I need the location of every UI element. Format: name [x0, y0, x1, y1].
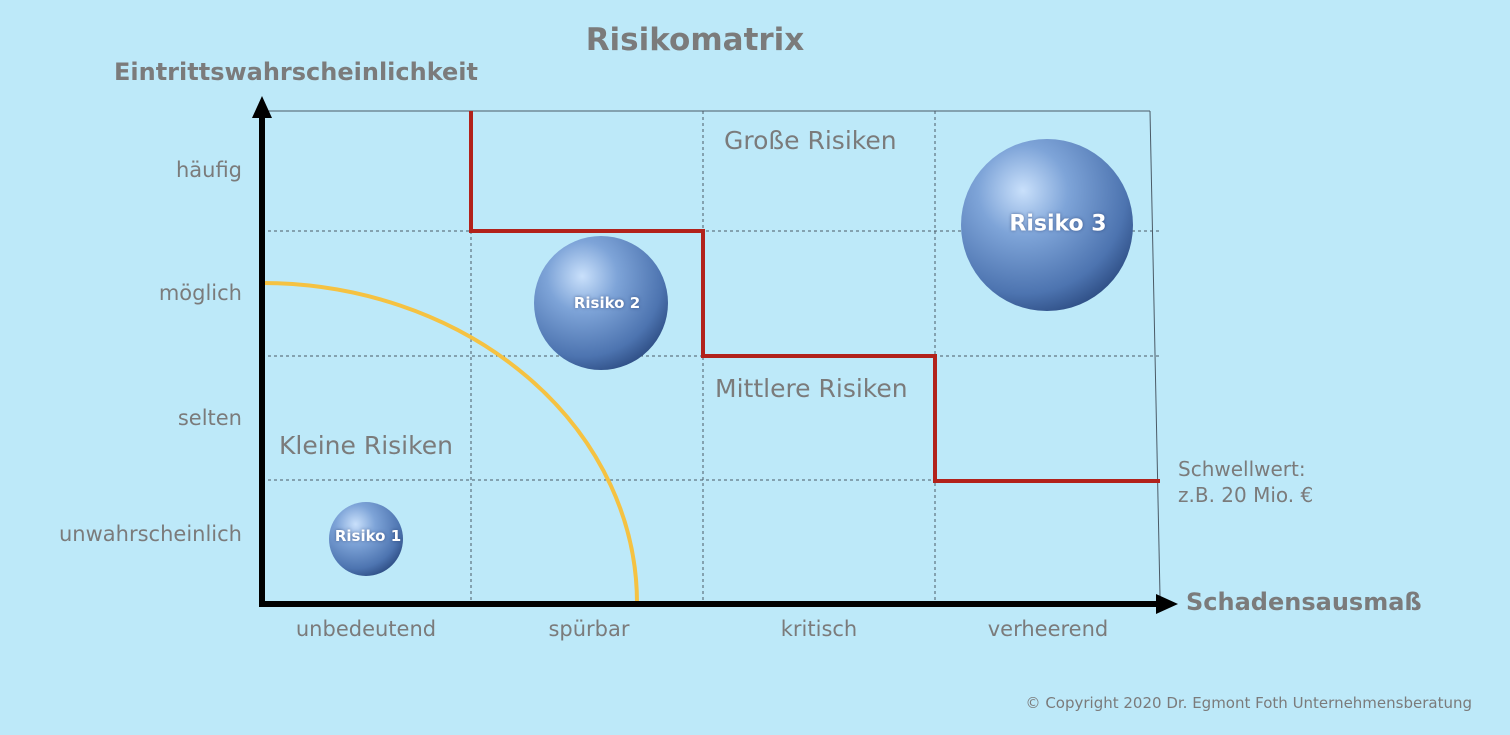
y-level-label: selten — [177, 406, 242, 430]
y-axis-label: Eintrittswahrscheinlichkeit — [114, 58, 479, 86]
x-level-label: spürbar — [548, 617, 630, 641]
y-axis-arrow-icon — [252, 96, 272, 118]
risk-2-label: Risiko 2 — [573, 294, 641, 312]
x-level-label: verheerend — [987, 617, 1109, 641]
y-level-label: unwahrscheinlich — [59, 522, 242, 546]
zone-large-risks: Große Risiken — [724, 126, 897, 155]
x-level-label: kritisch — [780, 617, 858, 641]
y-level-label: möglich — [158, 281, 242, 305]
y-level-label: häufig — [175, 158, 242, 182]
x-level-label: unbedeutend — [295, 617, 437, 641]
grid-right-border — [1149, 110, 1161, 597]
risk-3-label: Risiko 3 — [1009, 211, 1107, 237]
threshold-line1: Schwellwert: — [1178, 457, 1306, 481]
x-axis-arrow-icon — [1156, 594, 1178, 614]
zone-small-risks: Kleine Risiken — [279, 431, 453, 460]
risk-2-ball — [534, 236, 668, 370]
axes — [252, 96, 1178, 614]
threshold-annotation: Schwellwert: z.B. 20 Mio. € — [1178, 456, 1313, 508]
page-title: Risikomatrix — [585, 22, 805, 58]
threshold-line2: z.B. 20 Mio. € — [1178, 483, 1314, 507]
risk-1-label: Risiko 1 — [334, 527, 402, 545]
threshold-line — [469, 111, 1160, 483]
risk-1-ball — [329, 502, 403, 576]
x-axis-label: Schadensausmaß — [1186, 588, 1422, 616]
zone-medium-risks: Mittlere Risiken — [715, 374, 908, 403]
small-risk-curve — [261, 281, 639, 604]
risk-3-ball — [961, 139, 1133, 311]
copyright-notice: © Copyright 2020 Dr. Egmont Foth Unterne… — [1025, 694, 1472, 712]
